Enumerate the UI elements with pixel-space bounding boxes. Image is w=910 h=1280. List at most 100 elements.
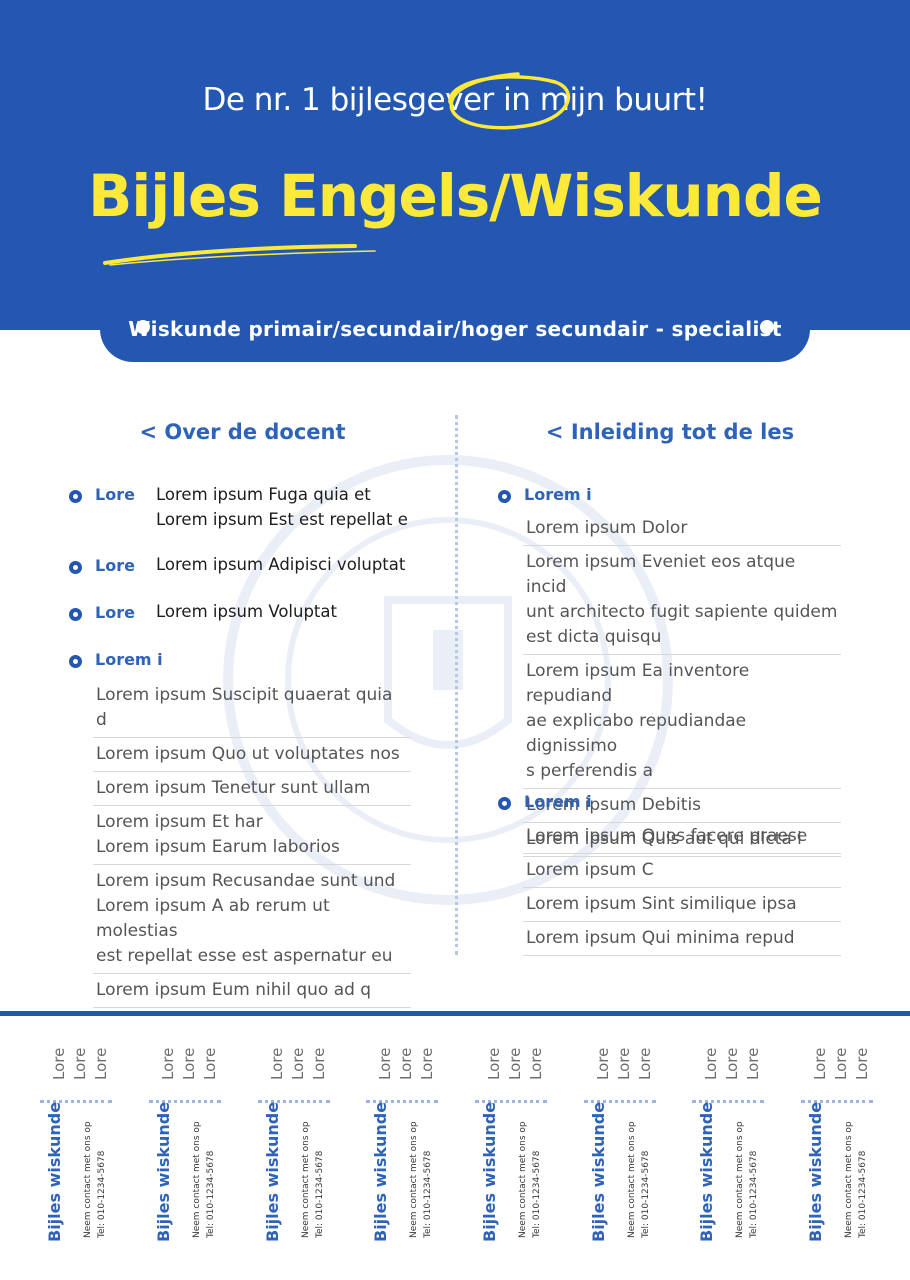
- tab-contact: Neem contact met ons op: [844, 1121, 854, 1238]
- item-label: Lore: [95, 603, 135, 622]
- tear-off-tab: Lore Lore Lore Bijles wiskunde Neem contact …: [692, 1020, 800, 1270]
- over-de-docent-heading: < Over de docent: [139, 420, 346, 444]
- list-item: Lorem ipsum Eveniet eos atque incid unt …: [523, 546, 841, 655]
- tab-lore-text: Lore: [289, 1047, 307, 1080]
- tab-phone: Tel: 010-1234-5678: [641, 1150, 651, 1238]
- tab-lore-text: Lore: [159, 1047, 177, 1080]
- tab-lore-text: Lore: [723, 1047, 741, 1080]
- pill-dot-icon: [760, 320, 774, 334]
- bullet-icon: [498, 490, 511, 503]
- tab-phone: Tel: 010-1234-5678: [206, 1150, 216, 1238]
- tab-brand: Bijles wiskunde: [45, 1101, 64, 1242]
- section-label: Lorem i: [524, 792, 592, 811]
- list-item: Lorem ipsum Suscipit quaerat quia d: [93, 679, 411, 738]
- column-divider: [455, 415, 458, 955]
- right-list-2: Lorem ipsum Quos facere praese Lorem ips…: [523, 820, 841, 956]
- tab-phone: Tel: 010-1234-5678: [97, 1150, 107, 1238]
- tab-dotted-line: [692, 1100, 764, 1103]
- tear-off-tab: Lore Lore Lore Bijles wiskunde Neem contact …: [149, 1020, 257, 1270]
- bullet-icon: [69, 490, 82, 503]
- tab-lore-text: Lore: [376, 1047, 394, 1080]
- list-item: Lorem ipsum Ea inventore repudiand ae ex…: [523, 655, 841, 789]
- list-item: Lorem ipsum Qui minima repud: [523, 922, 841, 956]
- tab-phone: Tel: 010-1234-5678: [858, 1150, 868, 1238]
- tab-phone: Tel: 010-1234-5678: [423, 1150, 433, 1238]
- tab-phone: Tel: 010-1234-5678: [532, 1150, 542, 1238]
- tab-brand: Bijles wiskunde: [806, 1101, 825, 1242]
- tab-lore-text: Lore: [832, 1047, 850, 1080]
- list-item: Lorem ipsum Debitis: [523, 789, 841, 823]
- tab-brand: Bijles wiskunde: [697, 1101, 716, 1242]
- tear-off-tab: Lore Lore Lore Bijles wiskunde Neem contact …: [801, 1020, 909, 1270]
- item-label: Lore: [95, 556, 135, 575]
- tab-lore-text: Lore: [268, 1047, 286, 1080]
- list-item: Lorem ipsum Sint similique ipsa: [523, 888, 841, 922]
- tab-brand: Bijles wiskunde: [154, 1101, 173, 1242]
- tab-lore-text: Lore: [594, 1047, 612, 1080]
- tab-lore-text: Lore: [397, 1047, 415, 1080]
- tab-dotted-line: [366, 1100, 438, 1103]
- item-label: Lore: [95, 485, 135, 504]
- section-label: Lorem i: [95, 650, 163, 669]
- tab-contact: Neem contact met ons op: [409, 1121, 419, 1238]
- list-item: Lorem ipsum Quis aut qui dicta i: [523, 823, 841, 857]
- tab-dotted-line: [149, 1100, 221, 1103]
- tab-lore-text: Lore: [92, 1047, 110, 1080]
- right-list-1: Lorem ipsum Dolor Lorem ipsum Eveniet eo…: [523, 512, 841, 857]
- tab-lore-text: Lore: [50, 1047, 68, 1080]
- tab-lore-text: Lore: [615, 1047, 633, 1080]
- list-item: Lorem ipsum Dolor: [523, 512, 841, 546]
- tab-contact: Neem contact met ons op: [518, 1121, 528, 1238]
- underline-doodle-icon: [103, 244, 376, 266]
- bullet-icon: [69, 561, 82, 574]
- tab-brand: Bijles wiskunde: [589, 1101, 608, 1242]
- tab-lore-text: Lore: [485, 1047, 503, 1080]
- tab-phone: Tel: 010-1234-5678: [749, 1150, 759, 1238]
- tab-brand: Bijles wiskunde: [263, 1101, 282, 1242]
- subject-text: Wiskunde primair/secundair/hoger secunda…: [128, 317, 782, 341]
- tab-lore-text: Lore: [744, 1047, 762, 1080]
- school-seal-icon: [223, 455, 673, 905]
- tab-brand: Bijles wiskunde: [480, 1101, 499, 1242]
- tab-brand: Bijles wiskunde: [371, 1101, 390, 1242]
- tab-dotted-line: [475, 1100, 547, 1103]
- tab-lore-text: Lore: [71, 1047, 89, 1080]
- tab-lore-text: Lore: [201, 1047, 219, 1080]
- bullet-icon: [498, 797, 511, 810]
- item-value: Lorem ipsum Voluptat: [156, 602, 337, 621]
- list-item: Lorem ipsum Et har Lorem ipsum Earum lab…: [93, 806, 411, 865]
- list-item: Lorem ipsum Recusandae sunt und Lorem ip…: [93, 865, 411, 974]
- tab-dotted-line: [801, 1100, 873, 1103]
- tab-contact: Neem contact met ons op: [83, 1121, 93, 1238]
- tab-contact: Neem contact met ons op: [301, 1121, 311, 1238]
- pill-dot-icon: [136, 320, 150, 334]
- tear-off-tab: Lore Lore Lore Bijles wiskunde Neem contact …: [366, 1020, 474, 1270]
- tear-off-tab: Lore Lore Lore Bijles wiskunde Neem contact …: [258, 1020, 366, 1270]
- inleiding-heading: < Inleiding tot de les: [545, 420, 795, 444]
- section-label: Lorem i: [524, 485, 592, 504]
- tear-off-tab: Lore Lore Lore Bijles wiskunde Neem contact …: [584, 1020, 692, 1270]
- tab-lore-text: Lore: [702, 1047, 720, 1080]
- tab-lore-text: Lore: [527, 1047, 545, 1080]
- tab-lore-text: Lore: [853, 1047, 871, 1080]
- main-title: Bijles Engels/Wiskunde: [88, 162, 823, 230]
- tab-lore-text: Lore: [418, 1047, 436, 1080]
- item-value: Lorem ipsum Adipisci voluptat: [156, 555, 406, 574]
- list-item: Lorem ipsum Eum nihil quo ad q: [93, 974, 411, 1008]
- tab-dotted-line: [584, 1100, 656, 1103]
- list-item: Lorem ipsum Tenetur sunt ullam: [93, 772, 411, 806]
- tab-contact: Neem contact met ons op: [627, 1121, 637, 1238]
- tab-lore-text: Lore: [811, 1047, 829, 1080]
- tab-dotted-line: [258, 1100, 330, 1103]
- tab-contact: Neem contact met ons op: [735, 1121, 745, 1238]
- tear-off-tab: Lore Lore Lore Bijles wiskunde Neem contact …: [40, 1020, 148, 1270]
- bullet-icon: [69, 655, 82, 668]
- tab-lore-text: Lore: [506, 1047, 524, 1080]
- header-banner: [0, 0, 910, 330]
- tab-lore-text: Lore: [310, 1047, 328, 1080]
- list-item: Lorem ipsum C: [523, 854, 841, 888]
- tagline: De nr. 1 bijlesgever in mijn buurt!: [202, 82, 708, 118]
- tab-phone: Tel: 010-1234-5678: [315, 1150, 325, 1238]
- subject-pill: Wiskunde primair/secundair/hoger secunda…: [100, 296, 810, 362]
- left-list: Lorem ipsum Suscipit quaerat quia d Lore…: [93, 679, 411, 1008]
